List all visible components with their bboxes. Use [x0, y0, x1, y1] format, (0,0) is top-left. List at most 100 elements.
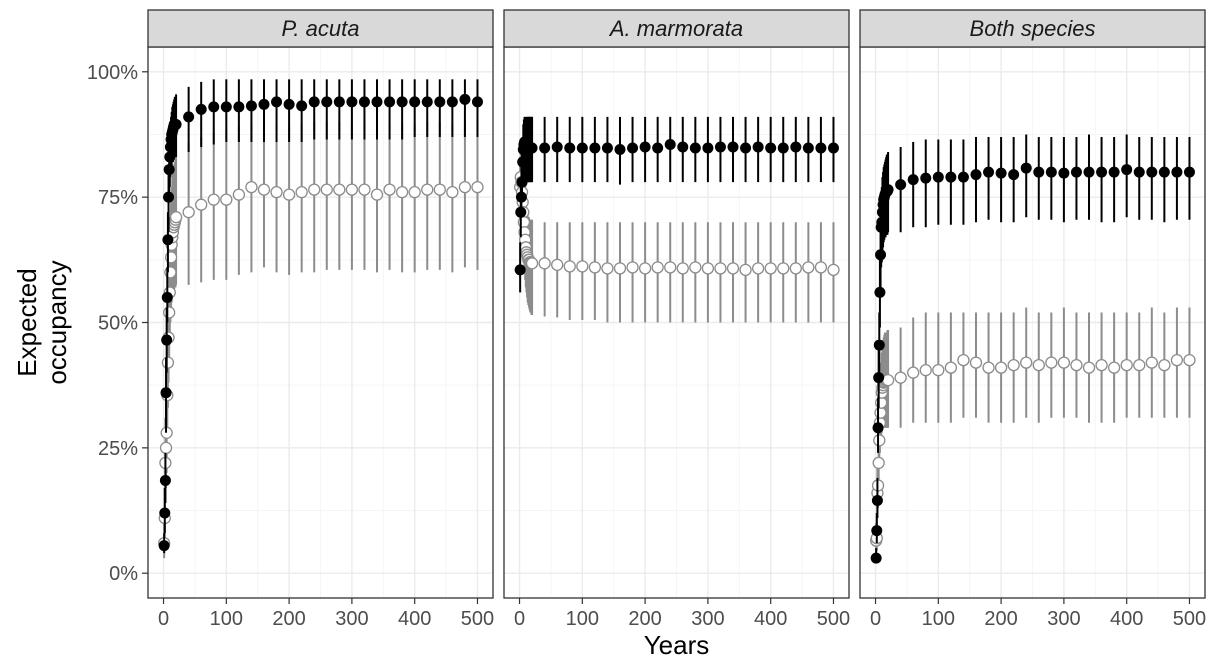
data-point	[777, 142, 789, 154]
data-point	[651, 261, 664, 274]
data-point	[159, 441, 173, 455]
data-point	[396, 96, 408, 108]
data-point	[471, 96, 483, 108]
data-point	[652, 142, 664, 154]
data-point	[233, 101, 245, 113]
facet-panels: P. acuta 0 100 200 300 400 500 A. marmorata 0 100…	[147, 9, 1206, 630]
data-point	[752, 141, 764, 153]
data-point	[258, 98, 270, 110]
data-point	[814, 261, 828, 274]
x-tick-label: 100	[210, 608, 243, 630]
x-axis-title: Years	[644, 630, 710, 660]
data-point	[873, 434, 886, 447]
data-point	[871, 525, 883, 537]
data-point	[983, 166, 995, 178]
data-point	[714, 141, 726, 153]
data-point	[516, 176, 528, 188]
data-point	[515, 206, 527, 218]
data-point	[881, 374, 895, 387]
data-point	[232, 188, 246, 201]
data-point	[220, 101, 232, 113]
data-point	[207, 193, 220, 206]
data-point	[827, 142, 839, 154]
data-point	[208, 101, 220, 113]
data-point	[601, 142, 613, 154]
data-point	[1070, 358, 1083, 372]
data-point	[907, 366, 920, 379]
x-tick-label: 0	[870, 608, 881, 630]
data-point	[421, 183, 434, 196]
x-tick-label: 400	[754, 608, 787, 630]
facet-strip	[859, 9, 1206, 48]
data-point	[727, 141, 739, 153]
data-point	[802, 261, 815, 274]
y-tick-label: 25%	[98, 438, 138, 460]
data-point	[433, 183, 446, 196]
y-tick-label: 50%	[98, 313, 138, 335]
data-point	[383, 183, 396, 196]
data-point	[1108, 166, 1120, 178]
data-point	[588, 261, 602, 274]
data-point	[1107, 361, 1121, 374]
data-point	[163, 306, 176, 319]
x-tick-label: 100	[566, 608, 599, 630]
data-point	[827, 263, 840, 277]
data-point	[245, 180, 258, 194]
facet-strip	[147, 9, 494, 48]
data-point	[871, 495, 883, 507]
data-point	[876, 216, 888, 228]
data-point	[308, 183, 321, 196]
data-point	[970, 169, 982, 181]
data-point	[161, 356, 175, 369]
data-point	[873, 372, 885, 384]
y-tick-label: 75%	[98, 187, 138, 209]
data-point	[664, 261, 677, 274]
data-point	[1058, 167, 1070, 179]
data-point	[1146, 166, 1158, 178]
data-point	[932, 171, 944, 183]
data-point	[1033, 166, 1045, 178]
series-filled	[514, 116, 839, 293]
data-point	[664, 138, 676, 150]
data-point	[920, 172, 932, 184]
x-tick-label: 0	[158, 608, 169, 630]
data-point	[245, 100, 257, 112]
data-point	[395, 185, 409, 199]
y-axis-title: Expected occupancy	[12, 260, 72, 384]
data-point	[333, 183, 346, 196]
data-point	[676, 262, 689, 275]
data-point	[1008, 169, 1020, 181]
data-point	[1045, 356, 1058, 369]
data-point	[296, 100, 308, 112]
data-point	[421, 96, 433, 108]
facet-panel: P. acuta 0 100 200 300 400 500	[147, 9, 494, 630]
x-tick-label: 500	[461, 608, 494, 630]
data-point	[895, 179, 907, 191]
data-point	[639, 141, 651, 153]
data-point	[701, 262, 715, 275]
data-point	[1170, 353, 1184, 367]
data-point	[702, 142, 714, 154]
data-point	[714, 262, 727, 275]
x-tick-label: 300	[1047, 608, 1080, 630]
data-point	[1133, 358, 1146, 372]
data-point	[409, 96, 421, 108]
x-tick-label: 200	[272, 608, 305, 630]
data-point	[601, 262, 614, 275]
data-point	[1095, 358, 1108, 372]
data-point	[515, 191, 527, 203]
data-point	[576, 260, 589, 273]
data-point	[815, 142, 827, 154]
data-point	[1171, 166, 1183, 178]
data-point	[183, 111, 195, 123]
data-point	[282, 188, 296, 201]
data-point	[677, 141, 689, 153]
data-point	[358, 96, 370, 108]
data-point	[283, 98, 295, 110]
data-point	[726, 262, 740, 275]
data-point	[873, 339, 885, 351]
data-point	[957, 171, 969, 183]
y-tick-label: 100%	[87, 62, 138, 84]
y-axis-title-line: Expected	[12, 268, 42, 376]
data-point	[1096, 166, 1108, 178]
